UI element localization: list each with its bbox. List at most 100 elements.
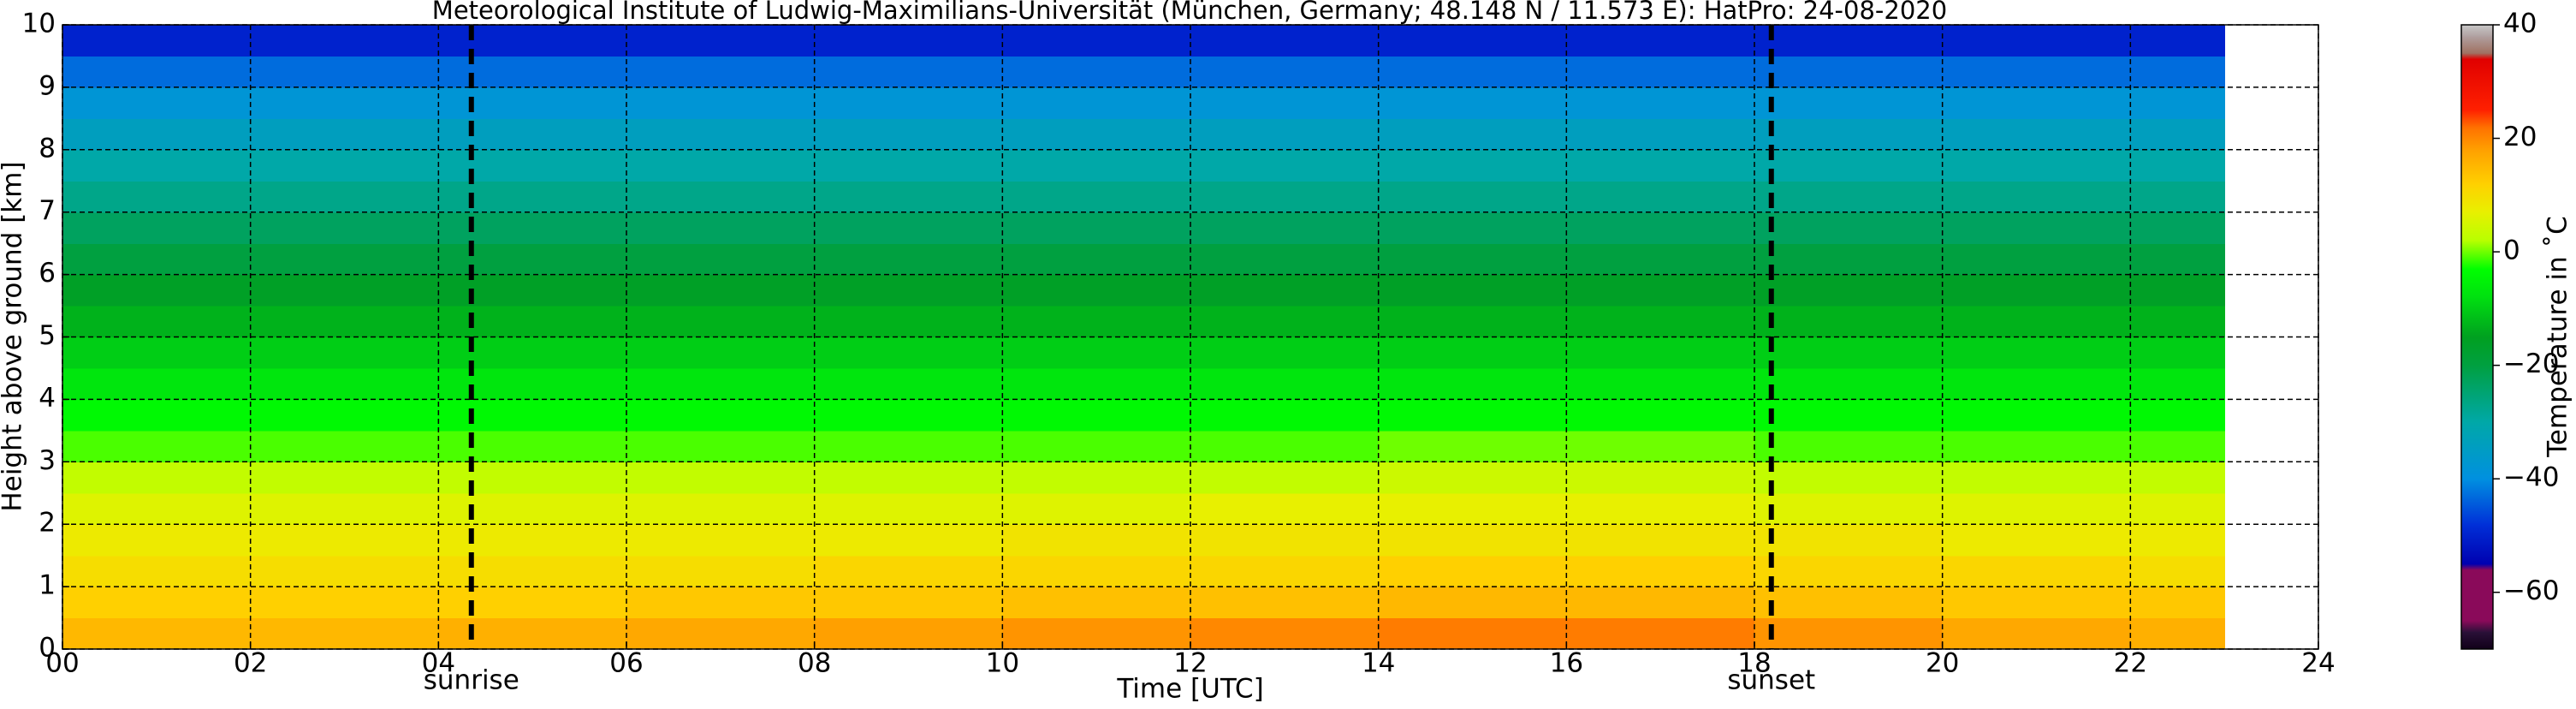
heatmap-cell (62, 399, 252, 432)
heatmap-cell (2130, 430, 2225, 462)
colorbar-segment (2461, 127, 2493, 151)
heatmap-cell (814, 56, 1003, 88)
heatmap-cell (250, 274, 439, 307)
heatmap-cell (1190, 430, 1380, 462)
heatmap-cell (1942, 149, 2131, 182)
heatmap-cell (1378, 555, 1567, 587)
heatmap-cell (1378, 86, 1567, 119)
heatmap-cell (2130, 399, 2225, 432)
heatmap-cell (1566, 118, 1755, 151)
colorbar-segment (2461, 36, 2493, 54)
heatmap-cell (250, 492, 439, 525)
heatmap-cell (1754, 118, 1944, 151)
heatmap-cell (1002, 212, 1191, 244)
heatmap-cell (62, 617, 252, 650)
heatmap-cell (250, 617, 439, 650)
heatmap-cell (1566, 430, 1755, 462)
heatmap-cell (438, 149, 627, 182)
heatmap-cell (1566, 399, 1755, 432)
heatmap-cell (1942, 524, 2131, 557)
heatmap-cell (1002, 587, 1191, 619)
x-axis-label: Time [UTC] (1116, 674, 1263, 705)
heatmap-cell (1754, 399, 1944, 432)
heatmap-cell (1754, 243, 1944, 276)
heatmap-cell (1754, 274, 1944, 307)
colorbar-segment (2461, 632, 2493, 650)
heatmap-cell (250, 367, 439, 400)
heatmap-cell (626, 430, 816, 462)
heatmap-cell (1190, 555, 1380, 587)
heatmap-cell (1190, 524, 1380, 557)
y-tick-label: 9 (39, 70, 56, 101)
heatmap-cell (438, 274, 627, 307)
heatmap-cell (1754, 212, 1944, 244)
heatmap-cell (62, 524, 252, 557)
heatmap-cell (814, 86, 1003, 119)
heatmap-cell (2130, 492, 2225, 525)
colorbar-tick-label: 40 (2503, 9, 2537, 39)
colorbar-segment (2461, 110, 2493, 128)
heatmap-cell (1754, 56, 1944, 88)
heatmap-cell (1378, 243, 1567, 276)
heatmap-cell (1190, 212, 1380, 244)
x-tick-label: 24 (2301, 648, 2335, 679)
heatmap-cell (438, 118, 627, 151)
colorbar-segment (2461, 58, 2493, 110)
heatmap-cell (814, 430, 1003, 462)
y-tick-label: 8 (39, 133, 56, 164)
x-tick-label: 10 (986, 648, 1019, 679)
heatmap-cell (1754, 149, 1944, 182)
colorbar-segment (2461, 25, 2493, 37)
heatmap-cell (1942, 212, 2131, 244)
heatmap-cell (1566, 555, 1755, 587)
heatmap-cell (1002, 274, 1191, 307)
heatmap-cell (626, 118, 816, 151)
heatmap-cell (814, 181, 1003, 213)
heatmap-cell (814, 243, 1003, 276)
heatmap-cell (1190, 337, 1380, 369)
heatmap-cell (1942, 492, 2131, 525)
heatmap-cell (814, 492, 1003, 525)
heatmap-cell (814, 306, 1003, 338)
heatmap-cell (626, 86, 816, 119)
heatmap-cell (1566, 149, 1755, 182)
heatmap-cell (2130, 274, 2225, 307)
heatmap-cell (438, 367, 627, 400)
heatmap-cell (2130, 617, 2225, 650)
heatmap-cell (250, 149, 439, 182)
heatmap-cell (438, 587, 627, 619)
heatmap-cell (2130, 524, 2225, 557)
heatmap-cell (1002, 337, 1191, 369)
heatmap-cell (626, 555, 816, 587)
heatmap-cell (1378, 25, 1567, 57)
heatmap-cell (1002, 617, 1191, 650)
heatmap-cell (1378, 306, 1567, 338)
heatmap-cell (1566, 274, 1755, 307)
heatmap-cell (1378, 524, 1567, 557)
heatmap-cell (250, 430, 439, 462)
colorbar-tick-label: 20 (2503, 122, 2537, 152)
heatmap-cell (438, 430, 627, 462)
heatmap-cell (62, 306, 252, 338)
heatmap-cell (438, 181, 627, 213)
x-tick-label: 18 (1737, 648, 1771, 679)
heatmap-cell (814, 524, 1003, 557)
heatmap-cell (814, 149, 1003, 182)
heatmap-cell (1566, 337, 1755, 369)
heatmap-cell (438, 56, 627, 88)
heatmap-cell (438, 86, 627, 119)
heatmap-cell (1190, 243, 1380, 276)
heatmap-cell (2130, 86, 2225, 119)
heatmap-cell (62, 118, 252, 151)
heatmap-cell (1378, 430, 1567, 462)
heatmap-cell (250, 555, 439, 587)
heatmap-cell (1002, 555, 1191, 587)
heatmap-cell (1942, 56, 2131, 88)
heatmap-cell (814, 587, 1003, 619)
heatmap-cell (1002, 118, 1191, 151)
heatmap-cell (1566, 212, 1755, 244)
heatmap-cell (1566, 56, 1755, 88)
heatmap-cell (814, 118, 1003, 151)
colorbar-segment (2461, 569, 2493, 622)
